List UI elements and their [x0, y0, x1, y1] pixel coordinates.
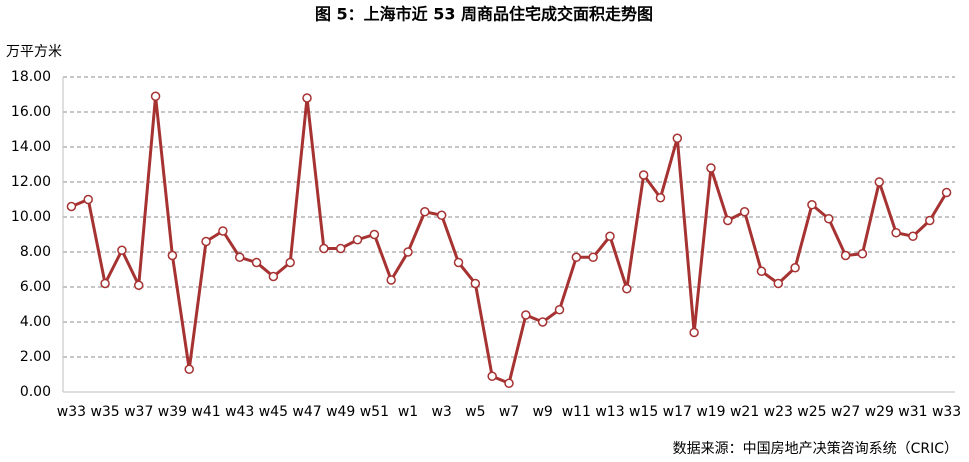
data-point: [554, 305, 565, 315]
data-point: [773, 278, 784, 289]
data-point: [201, 236, 211, 247]
x-tick-label: w3: [431, 404, 451, 420]
x-tick-label: w51: [360, 404, 389, 420]
x-tick-label: w35: [90, 404, 119, 420]
x-tick-label: w19: [696, 404, 725, 420]
data-point: [470, 278, 481, 289]
x-tick-label: w33: [57, 404, 86, 420]
data-point: [386, 275, 396, 285]
data-point: [588, 252, 598, 262]
data-point: [335, 243, 346, 254]
data-point: [891, 228, 901, 238]
data-point: [807, 200, 817, 210]
x-tick-label: w11: [562, 404, 591, 420]
data-point: [689, 327, 699, 338]
x-tick-label: w45: [259, 404, 288, 420]
data-point: [100, 278, 110, 289]
data-point: [622, 284, 632, 294]
data-point: [521, 310, 531, 320]
data-point: [251, 257, 262, 268]
data-point: [285, 257, 295, 268]
data-point: [117, 245, 127, 255]
x-tick-label: w47: [292, 404, 321, 420]
x-tick-label: w15: [629, 404, 658, 420]
data-point: [672, 133, 683, 143]
y-tick-label: 14.00: [11, 139, 51, 155]
x-tick-label: w39: [158, 404, 187, 420]
data-point: [941, 187, 952, 198]
data-point: [908, 231, 918, 241]
data-point: [420, 207, 430, 217]
data-point: [184, 364, 194, 374]
y-tick-label: 8.00: [20, 244, 51, 260]
x-tick-label: w5: [465, 404, 485, 420]
data-point: [302, 93, 312, 103]
data-point: [504, 378, 514, 388]
chart-title: 图 5：上海市近 53 周商品住宅成交面积走势图: [315, 5, 653, 24]
x-tick-label: w13: [595, 404, 624, 420]
data-point: [857, 249, 868, 259]
data-point: [706, 163, 716, 173]
data-point: [756, 266, 767, 276]
y-tick-label: 10.00: [11, 209, 51, 225]
data-point: [403, 247, 413, 257]
data-point: [638, 170, 649, 180]
x-tick-label: w31: [898, 404, 927, 420]
x-tick-label: w43: [225, 404, 254, 420]
x-tick-label: w9: [532, 404, 552, 420]
x-tick-label: w7: [499, 404, 519, 420]
x-tick-label: w21: [730, 404, 759, 420]
data-point: [925, 215, 935, 226]
x-tick-label: w17: [663, 404, 692, 420]
data-point: [605, 231, 615, 241]
data-point: [436, 210, 447, 220]
x-tick-label: w23: [764, 404, 793, 420]
y-axis-label: 万平方米: [6, 44, 62, 60]
data-point: [218, 226, 228, 236]
data-point: [571, 252, 582, 262]
x-tick-label: w49: [326, 404, 355, 420]
data-point: [268, 271, 279, 282]
y-tick-label: 4.00: [20, 314, 51, 330]
data-point: [319, 243, 329, 254]
data-point: [66, 201, 77, 212]
x-tick-label: w41: [191, 404, 220, 420]
source-note: 数据来源：中国房地产决策咨询系统（CRIC）: [673, 440, 958, 457]
x-tick-label: w33: [932, 404, 961, 420]
data-point: [487, 371, 497, 381]
x-tick-label: w37: [124, 404, 153, 420]
y-tick-label: 16.00: [11, 104, 51, 120]
y-tick-label: 2.00: [20, 349, 51, 365]
data-point: [655, 193, 666, 203]
y-tick-label: 6.00: [20, 279, 51, 295]
data-point: [150, 91, 161, 101]
data-point: [824, 214, 834, 224]
data-point: [537, 317, 548, 327]
x-tick-label: w29: [865, 404, 894, 420]
x-tick-label: w27: [831, 404, 860, 420]
data-point: [790, 263, 800, 273]
data-point: [133, 280, 144, 290]
y-tick-label: 12.00: [11, 174, 51, 190]
y-tick-label: 18.00: [11, 69, 51, 85]
x-tick-label: w25: [797, 404, 826, 420]
data-point: [83, 194, 93, 205]
data-point: [234, 252, 245, 262]
data-point: [840, 250, 851, 261]
data-point: [167, 250, 178, 261]
data-point: [352, 235, 363, 245]
x-tick-label: w1: [398, 404, 418, 420]
data-point: [453, 257, 464, 268]
data-point: [723, 215, 733, 226]
data-point: [369, 229, 380, 240]
data-point: [739, 207, 750, 217]
data-point: [874, 177, 885, 187]
y-tick-label: 0.00: [20, 384, 51, 400]
